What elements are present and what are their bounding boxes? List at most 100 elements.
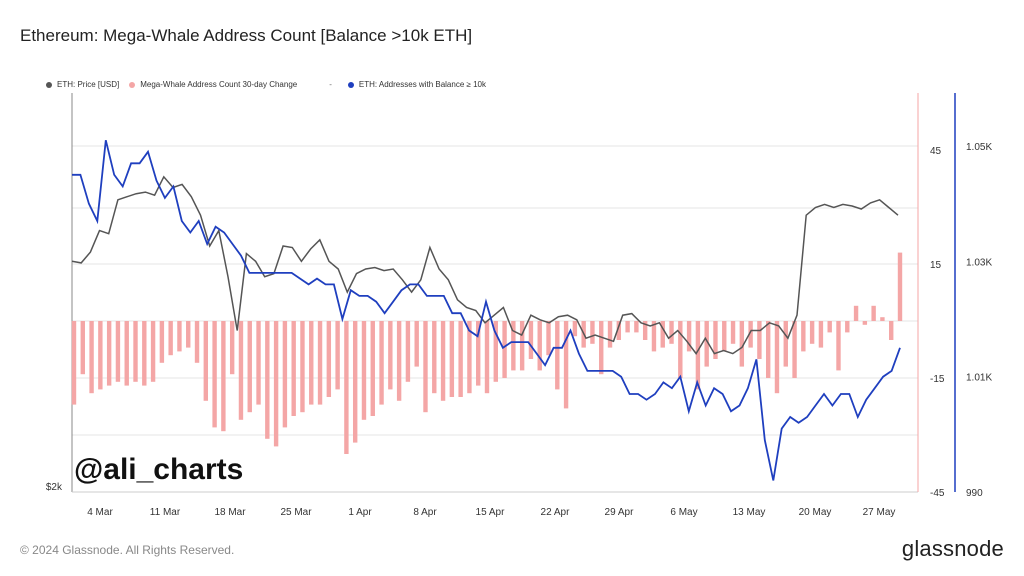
x-tick-label: 8 Apr (413, 507, 437, 518)
legend-price-dot-icon (46, 81, 52, 88)
brand-logo: glassnode (901, 536, 1004, 561)
x-tick-label: 25 Mar (280, 507, 312, 518)
bar-30d-change (440, 321, 446, 401)
inner-y-tick-label: -45 (930, 488, 945, 499)
inner-y-tick-label: -15 (930, 374, 945, 385)
bar-30d-change (458, 321, 463, 397)
bar-30d-change (89, 321, 94, 394)
outer-y-tick-label: 1.05K (966, 142, 992, 153)
x-tick-label: 15 Apr (476, 507, 506, 518)
bar-30d-change (748, 321, 753, 348)
bar-30d-change (897, 252, 903, 321)
bar-30d-change (273, 321, 279, 447)
bar-30d-change (106, 321, 112, 386)
bar-30d-change (880, 317, 885, 321)
bar-30d-change (546, 321, 551, 356)
bar-30d-change (467, 321, 472, 394)
bar-30d-change (150, 321, 156, 382)
bar-30d-change (317, 321, 323, 405)
legend-change-dot-icon (129, 81, 136, 88)
legend-item-addresses[interactable]: ETH: Addresses with Balance ≥ 10k (347, 80, 487, 89)
chart-legend: ETH: Price [USD] Mega-Whale Address Coun… (46, 80, 496, 89)
bar-30d-change (291, 321, 296, 416)
x-tick-label: 11 Mar (150, 507, 181, 518)
bar-30d-change (722, 321, 727, 352)
bar-30d-change (115, 321, 121, 382)
x-tick-label: 27 May (863, 507, 896, 518)
bar-30d-change (449, 321, 455, 397)
bar-30d-change (827, 321, 832, 333)
bar-30d-change (344, 321, 349, 454)
bar-30d-change (765, 321, 771, 378)
x-tick-label: 13 May (733, 507, 766, 518)
bar-30d-change (335, 321, 340, 390)
x-tick-label: 4 Mar (87, 507, 113, 518)
legend-addresses-dot-icon (347, 81, 354, 88)
outer-y-tick-label: 1.01K (966, 373, 992, 384)
bar-30d-change (124, 321, 129, 386)
bar-30d-change (836, 321, 841, 371)
bar-30d-change (853, 305, 859, 321)
x-tick-label: 1 Apr (348, 507, 372, 518)
price-line (71, 175, 899, 355)
bar-30d-change (511, 321, 516, 371)
bar-30d-change (669, 321, 674, 344)
bar-30d-change (801, 321, 806, 352)
x-tick-label: 22 Apr (541, 507, 571, 518)
bar-30d-change (537, 321, 542, 371)
bar-30d-change (704, 321, 709, 367)
bar-30d-change (300, 321, 305, 413)
bar-30d-change (484, 321, 490, 394)
bar-30d-change (282, 321, 288, 428)
watermark-text: @ali_charts (74, 453, 244, 486)
bar-30d-change (590, 321, 595, 344)
bar-30d-change (238, 321, 244, 420)
bar-30d-change (142, 321, 147, 386)
legend-label-change: Mega-Whale Address Count 30-day Change (140, 80, 298, 89)
bar-30d-change (326, 321, 332, 397)
bar-30d-change (634, 321, 639, 333)
bar-30d-change (168, 321, 173, 356)
bar-30d-change (414, 321, 419, 367)
bar-30d-change (528, 321, 534, 359)
bar-30d-change (309, 321, 314, 405)
bar-30d-change (423, 321, 428, 413)
legend-item-change[interactable]: Mega-Whale Address Count 30-day Change (129, 80, 297, 89)
x-tick-label: 18 Mar (214, 507, 246, 518)
x-tick-label: 20 May (799, 507, 832, 518)
bar-30d-change (203, 321, 209, 401)
bar-30d-change (432, 321, 437, 394)
bar-30d-change (660, 321, 665, 348)
bar-30d-change (493, 321, 498, 382)
bar-30d-change (80, 321, 85, 375)
bar-30d-change (642, 321, 648, 340)
bar-30d-change (194, 321, 200, 363)
outer-y-tick-label: 990 (966, 488, 983, 499)
bar-30d-change (625, 321, 630, 333)
bar-30d-change (730, 321, 736, 344)
inner-y-tick-label: 15 (930, 260, 942, 271)
bar-30d-change (739, 321, 745, 367)
bar-30d-change (256, 321, 261, 405)
bar-30d-change (686, 321, 692, 352)
bar-30d-change (370, 321, 375, 416)
bar-30d-change (774, 321, 780, 394)
bar-30d-change (555, 321, 560, 390)
bar-30d-change (871, 305, 876, 321)
addresses-line (72, 139, 901, 481)
bar-30d-change (186, 321, 191, 348)
bar-30d-change (379, 321, 384, 405)
inner-y-tick-label: 45 (930, 146, 942, 157)
bar-30d-change (265, 321, 270, 439)
bar-30d-change (396, 321, 402, 401)
bar-30d-change (212, 321, 217, 428)
legend-label-addresses: ETH: Addresses with Balance ≥ 10k (358, 80, 487, 89)
bar-30d-change (572, 321, 578, 337)
bar-30d-change (229, 321, 235, 375)
legend-separator: - (329, 80, 332, 89)
bar-30d-change (563, 321, 569, 409)
legend-item-price[interactable]: ETH: Price [USD] (46, 80, 119, 89)
bar-30d-change (247, 321, 252, 413)
bar-30d-change (519, 321, 525, 371)
